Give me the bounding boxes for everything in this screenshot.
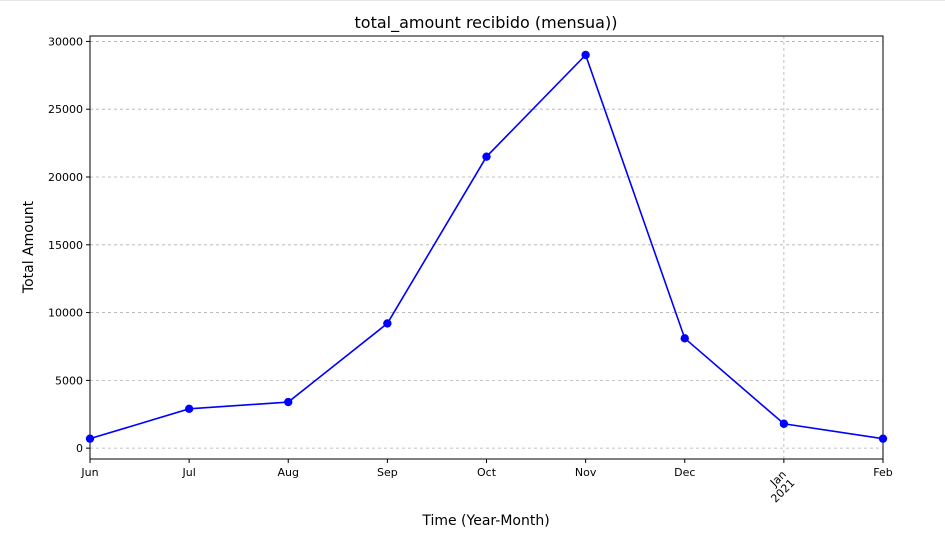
y-tick-label: 10000 xyxy=(48,307,83,320)
chart-title: total_amount recibido (mensua)) xyxy=(355,13,618,33)
y-tick-label: 5000 xyxy=(55,374,83,387)
x-tick-label: Sep xyxy=(377,466,398,479)
y-axis-title: Total Amount xyxy=(21,200,37,294)
x-tick-label: Jul xyxy=(181,466,195,479)
x-tick-label: Dec xyxy=(674,466,695,479)
x-tick-label: Aug xyxy=(278,466,299,479)
data-point xyxy=(680,334,689,343)
series-layer xyxy=(85,50,888,443)
y-axis: 0 5000 10000 15000 20000 25000 30000 xyxy=(48,35,90,455)
plot-frame xyxy=(89,35,884,460)
x-tick-label: Oct xyxy=(477,466,497,479)
x-tick-label: Feb xyxy=(873,466,892,479)
y-tick-label: 30000 xyxy=(48,35,83,48)
data-point xyxy=(878,434,888,443)
data-point xyxy=(85,434,95,443)
y-tick-label: 25000 xyxy=(48,103,83,116)
x-axis: Jun Jul Aug Sep Oct Nov Dec Jan2021 Feb xyxy=(80,459,893,505)
top-divider xyxy=(0,0,945,1)
y-tick-label: 0 xyxy=(76,442,83,455)
series-line xyxy=(89,53,884,440)
data-point xyxy=(383,319,392,328)
grid-lines xyxy=(90,36,883,459)
x-axis-title: Time (Year-Month) xyxy=(421,513,549,529)
data-point xyxy=(284,397,293,407)
y-tick-label: 15000 xyxy=(48,239,83,252)
y-tick-label: 20000 xyxy=(48,171,83,184)
data-point xyxy=(482,152,491,161)
data-point xyxy=(184,404,194,414)
x-tick-label: Jun xyxy=(80,466,98,479)
data-point xyxy=(581,50,590,60)
x-tick-label: Nov xyxy=(575,466,597,479)
x-tick-label: Jan2021 xyxy=(760,468,797,505)
data-point xyxy=(779,419,789,428)
